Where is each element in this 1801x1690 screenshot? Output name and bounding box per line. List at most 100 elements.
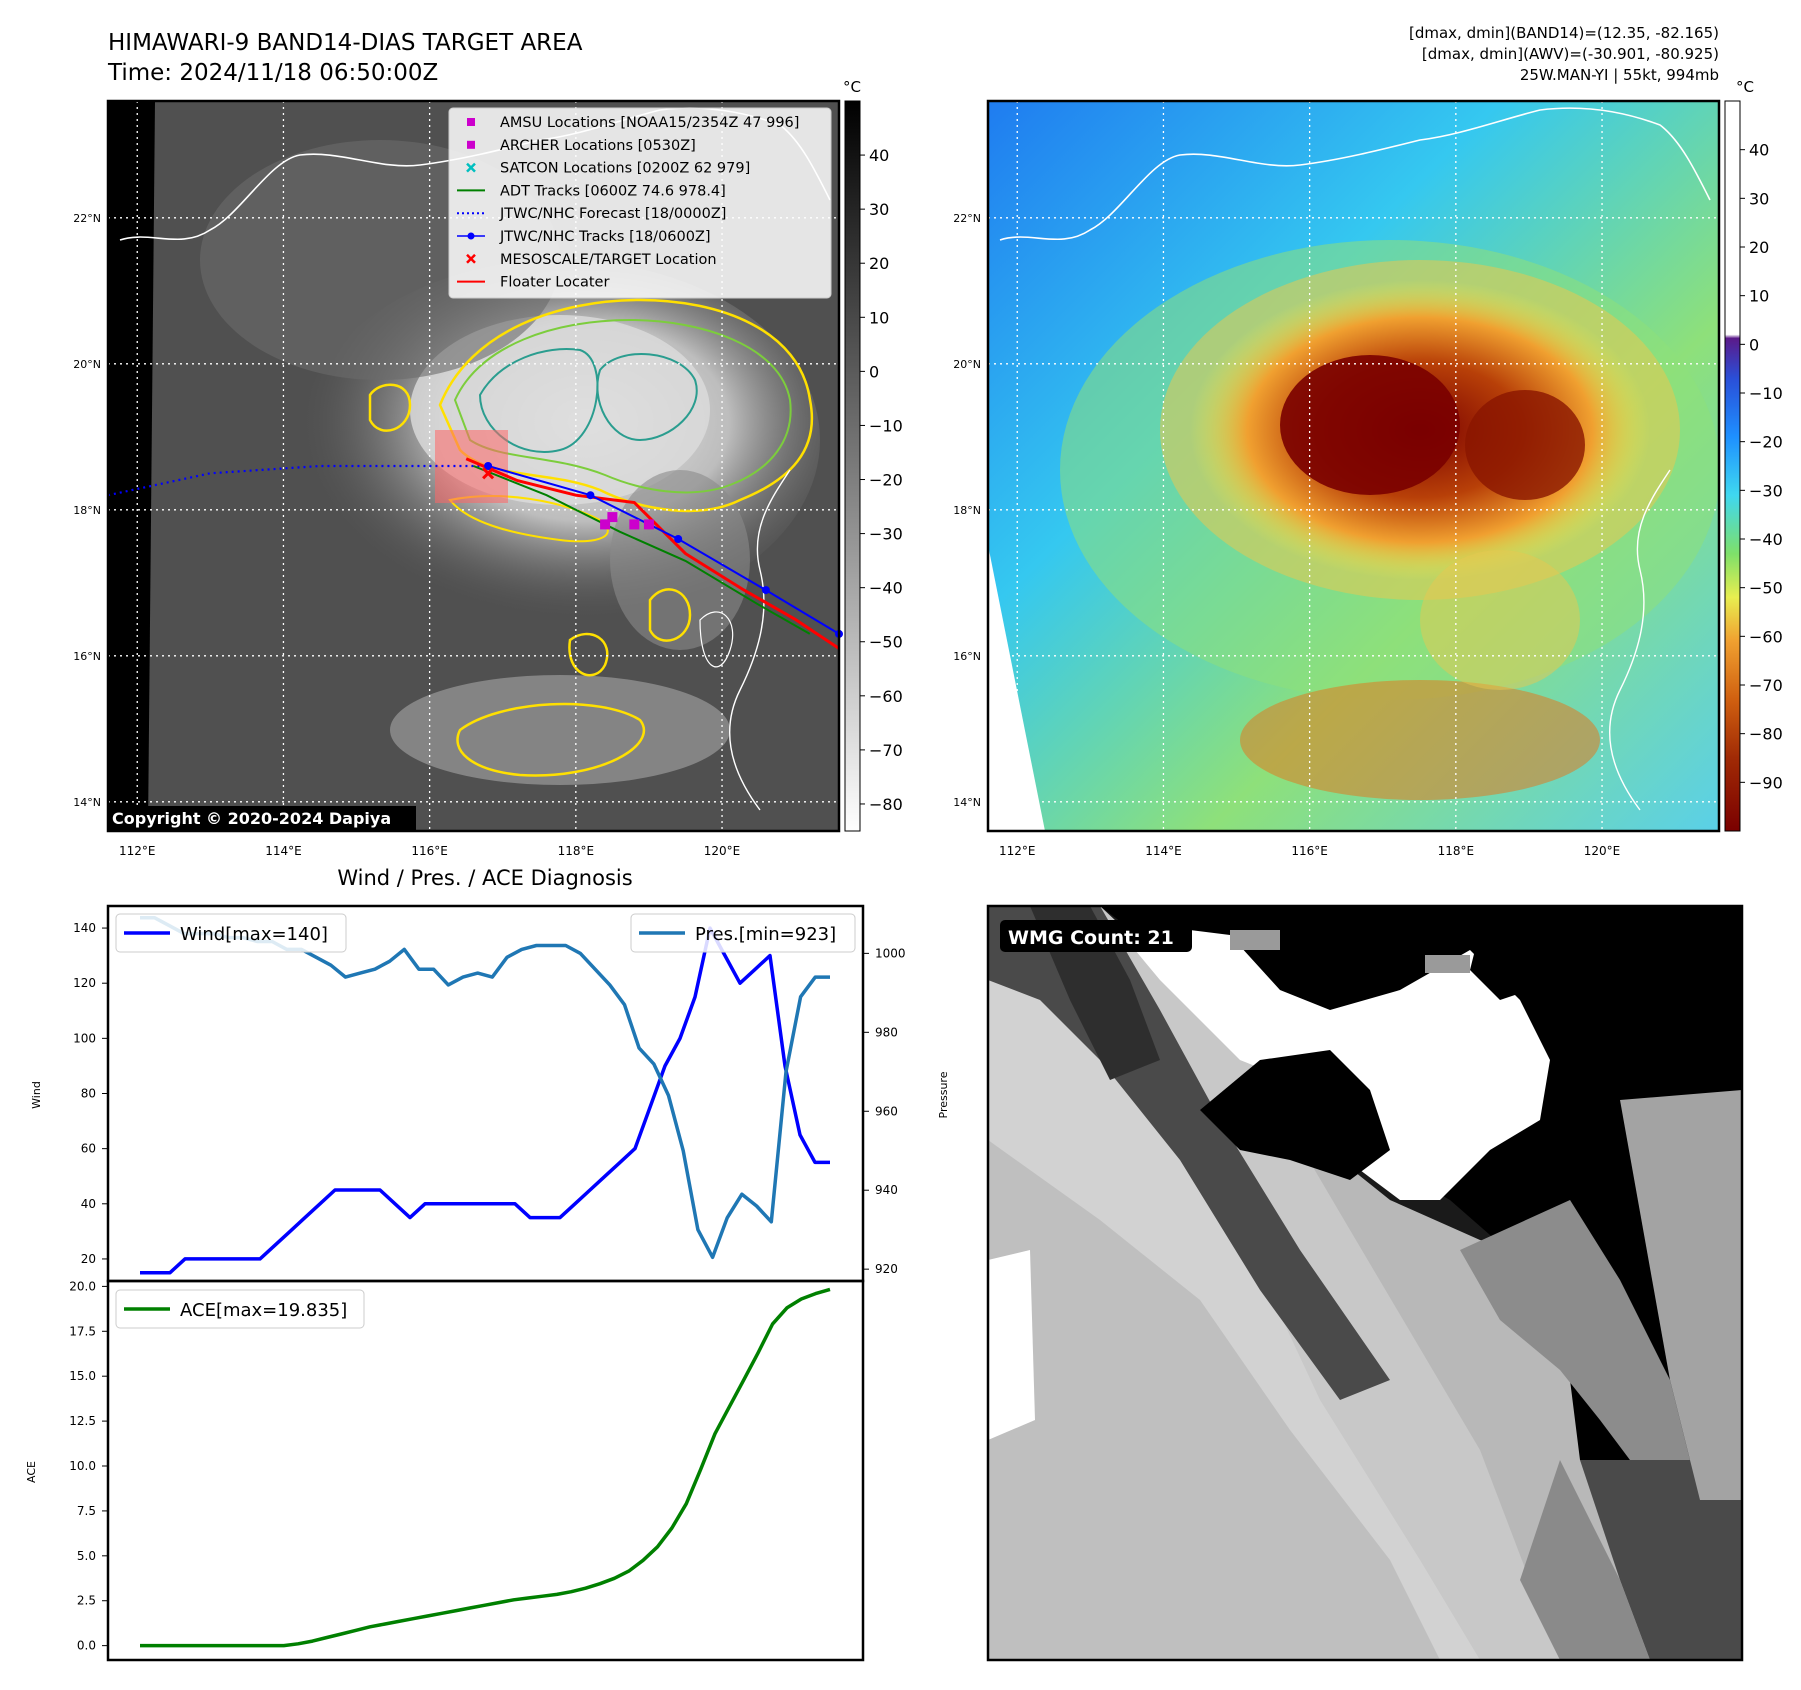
ace-legend: ACE[max=19.835] bbox=[115, 1289, 365, 1329]
band14-colorbar-unit: °C bbox=[843, 78, 861, 96]
wind-ytick-label: 60 bbox=[81, 1142, 96, 1156]
ace-line bbox=[140, 1287, 831, 1648]
colorbar-tick-label: −10 bbox=[1749, 384, 1783, 403]
lon-tick-label: 120°E bbox=[704, 844, 741, 858]
colorbar-tick-label: 0 bbox=[869, 362, 879, 381]
diagnosis-title: Wind / Pres. / ACE Diagnosis bbox=[337, 866, 632, 890]
lon-tick-label: 118°E bbox=[1438, 844, 1475, 858]
wind-ytick-label: 120 bbox=[73, 976, 96, 990]
pressure-ylabel: Pressure bbox=[937, 1071, 950, 1118]
awv-colorbar-ticks: 40 30 20 10 0 −10 −20 −30 −40 −50 −60 −70 −80 −90 bbox=[1740, 141, 1783, 792]
stats-band14: [dmax, dmin](BAND14)=(12.35, -82.165) bbox=[1409, 24, 1719, 42]
jtwc-track-point bbox=[586, 491, 595, 500]
wmg-count-badge bbox=[1000, 920, 1192, 952]
lat-tick-label: 14°N bbox=[953, 796, 981, 809]
pressure-ytick-label: 980 bbox=[875, 1025, 898, 1039]
jtwc-track-point bbox=[761, 586, 770, 595]
copyright-text: Copyright © 2020-2024 Dapiya bbox=[112, 809, 391, 828]
awv-colorbar bbox=[1724, 100, 1741, 832]
lat-tick-label: 20°N bbox=[73, 358, 101, 371]
wind-ytick-label: 140 bbox=[73, 921, 96, 935]
ace-ytick-label: 7.5 bbox=[77, 1504, 96, 1518]
legend-entry-label: ARCHER Locations [0530Z] bbox=[500, 138, 696, 154]
band14-map-panel: 112°E 114°E 116°E 118°E 120°E 22°N 20°N 18°N 16°… bbox=[73, 78, 903, 858]
colorbar-tick-label: −40 bbox=[1749, 530, 1783, 549]
pressure-ytick-label: 1000 bbox=[875, 946, 906, 960]
wind-ylabel: Wind bbox=[30, 1081, 43, 1109]
colorbar-tick-label: 20 bbox=[869, 254, 889, 273]
ace-panel: 0.0 2.5 5.0 7.5 10.0 12.5 15.0 17.5 20.0 ACE ACE… bbox=[25, 1279, 865, 1662]
lon-tick-label: 116°E bbox=[411, 844, 448, 858]
band14-colorbar-ticks: 40 30 20 10 0 −10 −20 −30 −40 −50 −60 −70 −80 bbox=[860, 146, 903, 814]
wind-pressure-panel: Wind / Pres. / ACE Diagnosis 20 40 60 80 100… bbox=[30, 866, 950, 1283]
colorbar-tick-label: −60 bbox=[1749, 627, 1783, 646]
colorbar-tick-label: −70 bbox=[869, 741, 903, 760]
ace-frame bbox=[106, 1279, 865, 1662]
target-marker bbox=[482, 467, 495, 480]
legend-marker-dot bbox=[467, 232, 475, 240]
pressure-ytick-label: 920 bbox=[875, 1262, 898, 1276]
ace-legend-label: ACE[max=19.835] bbox=[180, 1300, 347, 1321]
amsu-marker bbox=[629, 519, 640, 530]
lat-tick-label: 16°N bbox=[73, 650, 101, 663]
jtwc-track-point bbox=[674, 535, 683, 543]
wmg-frame bbox=[986, 904, 1744, 1662]
lon-tick-label: 112°E bbox=[119, 844, 156, 858]
colorbar-tick-label: −20 bbox=[1749, 433, 1783, 452]
colorbar-tick-label: 0 bbox=[1749, 335, 1759, 354]
legend-entry-label: MESOSCALE/TARGET Location bbox=[500, 252, 717, 268]
colorbar-tick-label: 30 bbox=[869, 200, 889, 219]
colorbar-tick-label: −10 bbox=[869, 416, 903, 435]
legend-entry-label: AMSU Locations [NOAA15/2354Z 47 996] bbox=[500, 115, 799, 131]
ace-ytick-label: 20.0 bbox=[69, 1279, 96, 1293]
lat-tick-label: 20°N bbox=[953, 358, 981, 371]
amsu-marker bbox=[607, 512, 618, 523]
legend-entry-label: Floater Locater bbox=[500, 275, 609, 291]
wind-pressure-axes: 20 40 60 80 100 120 140 920 940 960 980 1000 bbox=[73, 921, 905, 1276]
wmg-imagery bbox=[988, 906, 1742, 1660]
pressure-legend-label: Pres.[min=923] bbox=[695, 924, 836, 945]
ace-ytick-label: 5.0 bbox=[77, 1549, 96, 1563]
ace-ytick-label: 12.5 bbox=[69, 1414, 96, 1428]
colorbar-tick-label: −50 bbox=[869, 633, 903, 652]
wind-pressure-plot bbox=[140, 916, 830, 1275]
colorbar-tick-label: 10 bbox=[869, 308, 889, 327]
legend-marker-square bbox=[467, 140, 475, 149]
wmg-count-text: WMG Count: 21 bbox=[1008, 927, 1174, 949]
ace-ytick-label: 10.0 bbox=[69, 1459, 96, 1473]
pressure-ytick-label: 960 bbox=[875, 1104, 898, 1118]
awv-colorbar-unit: °C bbox=[1736, 78, 1754, 96]
pressure-ytick-label: 940 bbox=[875, 1183, 898, 1197]
colorbar-tick-label: −60 bbox=[869, 687, 903, 706]
awv-map-panel: 112°E 114°E 116°E 118°E 120°E 22°N 20°N 18°N 16°… bbox=[953, 78, 1783, 858]
band14-frame bbox=[106, 99, 841, 833]
colorbar-tick-label: −90 bbox=[1749, 773, 1783, 792]
lon-tick-label: 120°E bbox=[1584, 844, 1621, 858]
band14-tracks bbox=[107, 457, 843, 650]
ace-ylabel: ACE bbox=[25, 1461, 38, 1483]
legend-entry-label: JTWC/NHC Forecast [18/0000Z] bbox=[499, 206, 726, 222]
awv-imagery bbox=[988, 101, 1719, 831]
lon-tick-label: 112°E bbox=[999, 844, 1036, 858]
colorbar-tick-label: −30 bbox=[869, 525, 903, 544]
colorbar-tick-label: −40 bbox=[869, 579, 903, 598]
wind-pressure-frame bbox=[106, 904, 865, 1283]
colorbar-tick-label: −50 bbox=[1749, 579, 1783, 598]
lon-tick-label: 114°E bbox=[265, 844, 302, 858]
lat-tick-label: 22°N bbox=[73, 212, 101, 225]
lat-tick-label: 16°N bbox=[953, 650, 981, 663]
lat-tick-label: 22°N bbox=[953, 212, 981, 225]
wind-ytick-label: 100 bbox=[73, 1031, 96, 1045]
ace-axes: 0.0 2.5 5.0 7.5 10.0 12.5 15.0 17.5 20.0 bbox=[69, 1279, 108, 1653]
awv-axis-ticks: 112°E 114°E 116°E 118°E 120°E 22°N 20°N 18°N 16°… bbox=[953, 212, 1620, 858]
ace-ytick-label: 2.5 bbox=[77, 1594, 96, 1608]
stats-storm: 25W.MAN-YI | 55kt, 994mb bbox=[1520, 66, 1719, 84]
wind-legend: Wind[max=140] bbox=[115, 913, 347, 953]
colorbar-tick-label: 40 bbox=[1749, 141, 1769, 160]
wind-ytick-label: 40 bbox=[81, 1197, 96, 1211]
lat-tick-label: 18°N bbox=[953, 504, 981, 517]
ace-ytick-label: 17.5 bbox=[69, 1324, 96, 1338]
amsu-marker bbox=[600, 519, 611, 530]
ace-plot bbox=[140, 1287, 831, 1648]
lon-tick-label: 116°E bbox=[1291, 844, 1328, 858]
